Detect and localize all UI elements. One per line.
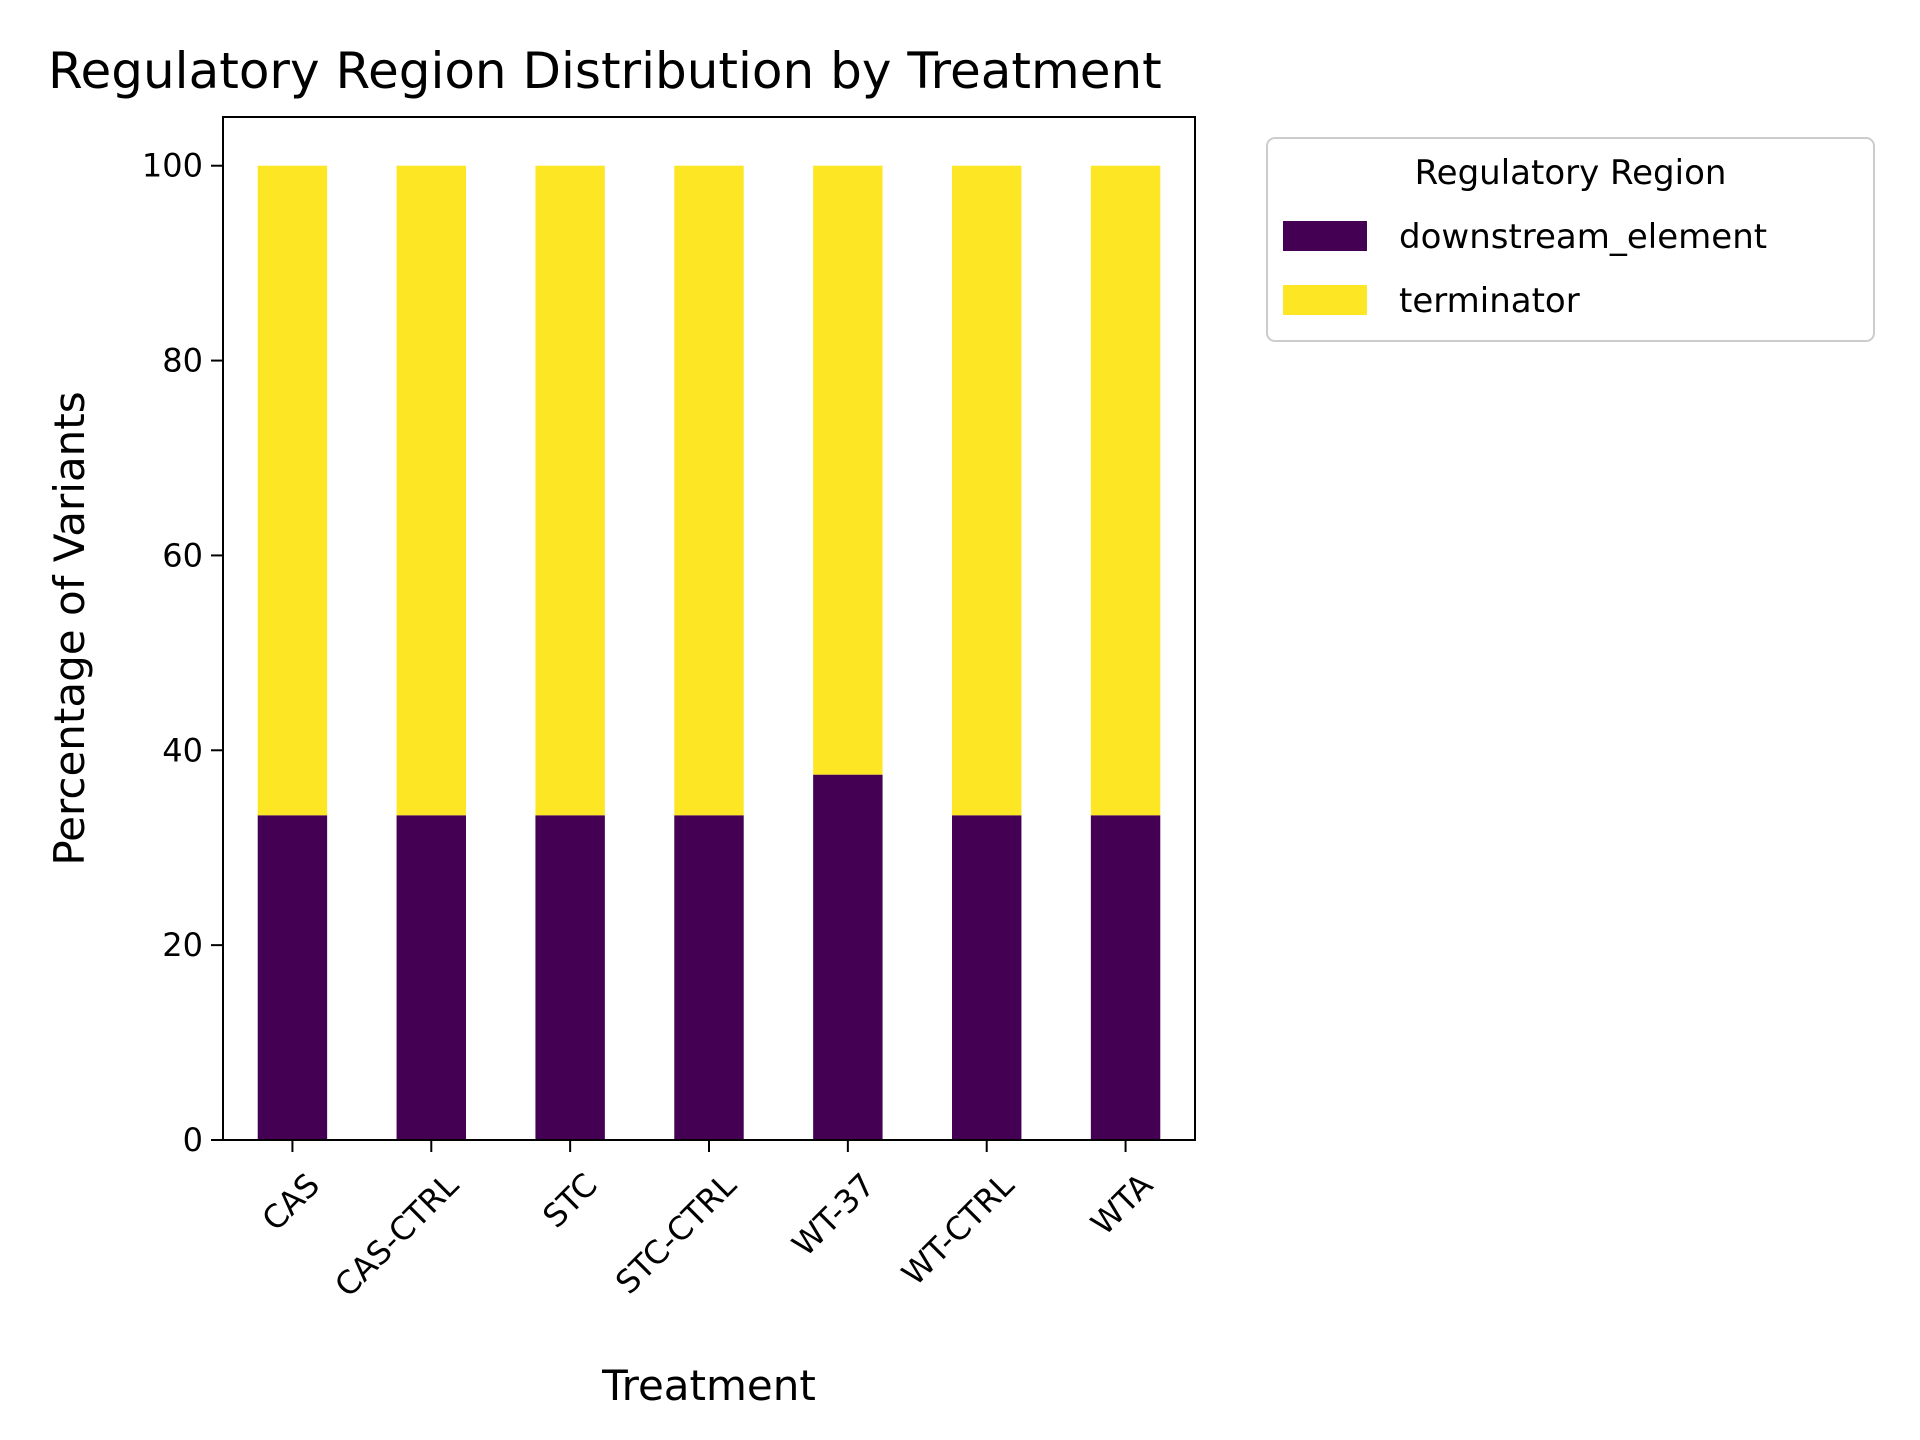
- y-tick-label: 60: [162, 536, 203, 574]
- legend-box: [1266, 137, 1875, 342]
- bar-downstream_element-STC-CTRL: [674, 815, 744, 1140]
- y-tick-label: 20: [162, 926, 203, 964]
- legend-items: downstream_element terminator: [1283, 217, 1767, 321]
- bar-terminator-STC-CTRL: [674, 165, 744, 816]
- legend-label-downstream_element: downstream_element: [1399, 217, 1767, 257]
- bar-downstream_element-CAS-CTRL: [396, 815, 466, 1140]
- x-tick-label-CAS-CTRL: CAS-CTRL: [327, 1166, 466, 1305]
- legend: Regulatory Region downstream_elementterm…: [1266, 137, 1875, 342]
- bar-downstream_element-STC: [535, 815, 605, 1140]
- bar-downstream_element-CAS: [257, 815, 328, 1140]
- y-axis: 0 20 40 60 80 100: [142, 147, 223, 1159]
- y-tick-label: 40: [162, 731, 203, 769]
- y-tick-label: 0: [183, 1121, 203, 1159]
- bar-downstream_element-WT-37: [813, 774, 883, 1140]
- bar-terminator-STC: [535, 165, 605, 816]
- y-axis-label: Percentage of Variants: [45, 391, 94, 865]
- bar-terminator-WT-37: [813, 165, 883, 775]
- x-axis: CAS CAS-CTRL STC STC-CTRL WT-37 WT-CTRL WTA: [255, 1140, 1160, 1305]
- chart-title: Regulatory Region Distribution by Treatm…: [48, 42, 1162, 100]
- bar-downstream_element-WT-CTRL: [952, 815, 1022, 1140]
- x-tick-label-STC: STC: [535, 1166, 605, 1236]
- x-tick-label-STC-CTRL: STC-CTRL: [608, 1166, 744, 1302]
- bar-terminator-WTA: [1090, 165, 1161, 816]
- x-tick-label-WT-CTRL: WT-CTRL: [894, 1166, 1021, 1293]
- y-tick-label: 100: [142, 147, 203, 185]
- x-tick-label-WT-37: WT-37: [785, 1166, 883, 1264]
- plot-frame: [222, 116, 1196, 1141]
- legend-title: Regulatory Region: [1415, 153, 1727, 193]
- legend-label-terminator: terminator: [1399, 281, 1580, 321]
- bar-terminator-CAS: [257, 165, 328, 816]
- legend-swatch-downstream_element: [1283, 221, 1367, 251]
- x-axis-label: Treatment: [601, 1361, 816, 1410]
- x-tick-label-CAS: CAS: [255, 1166, 328, 1239]
- legend-swatch-terminator: [1283, 285, 1367, 315]
- y-tick-label: 80: [162, 342, 203, 380]
- bar-downstream_element-WTA: [1090, 815, 1161, 1140]
- bars-group: [257, 165, 1161, 1140]
- bar-terminator-CAS-CTRL: [396, 165, 466, 816]
- x-tick-label-WTA: WTA: [1083, 1166, 1160, 1243]
- bar-terminator-WT-CTRL: [952, 165, 1022, 816]
